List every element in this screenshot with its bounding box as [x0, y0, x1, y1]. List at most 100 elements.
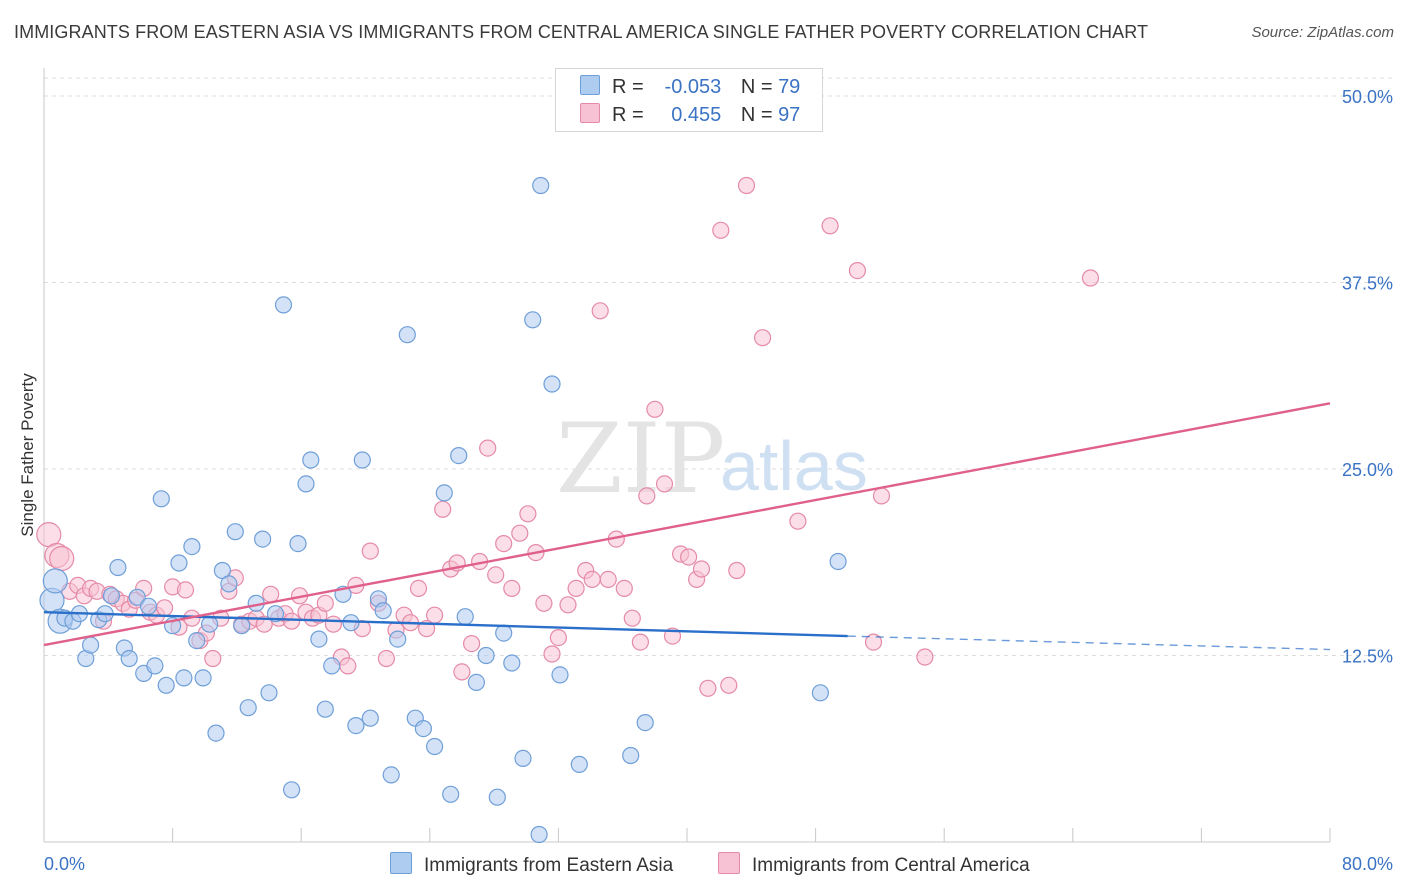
- point-pink-100: [916, 648, 934, 666]
- point-pink-96: [821, 217, 839, 235]
- point-pink-93: [737, 176, 756, 195]
- point-blue-53: [389, 630, 407, 648]
- point-blue-40: [297, 475, 315, 493]
- point-blue-30: [226, 523, 244, 541]
- point-pink-97: [848, 262, 867, 280]
- point-blue-62: [467, 673, 485, 692]
- point-pink-40: [316, 594, 334, 612]
- point-blue-25: [194, 669, 212, 687]
- legend-pink-n-value: 97: [778, 104, 801, 126]
- point-pink-48: [377, 649, 395, 668]
- point-blue-44: [323, 657, 341, 675]
- point-blue-13: [120, 649, 138, 668]
- legend-swatch-pink: [580, 103, 600, 123]
- point-blue-23: [183, 537, 201, 556]
- legend-blue-n-value: 79: [778, 76, 801, 98]
- point-pink-65: [511, 524, 529, 542]
- point-blue-31: [233, 617, 251, 635]
- point-pink-69: [543, 645, 561, 663]
- watermark-atlas: atlas: [720, 427, 868, 505]
- point-blue-17: [146, 657, 164, 675]
- point-blue-66: [503, 654, 521, 672]
- point-blue-60: [450, 447, 468, 465]
- point-blue-32: [239, 699, 257, 717]
- series-central-america: [36, 176, 1100, 697]
- point-pink-90: [712, 221, 730, 239]
- point-pink-54: [426, 606, 444, 624]
- point-pink-24: [204, 649, 222, 668]
- point-blue-38: [283, 781, 301, 799]
- axes: [43, 68, 1331, 843]
- point-blue-29: [220, 575, 238, 593]
- point-blue-39: [289, 534, 307, 553]
- point-blue-27: [207, 724, 225, 742]
- point-blue-54: [398, 326, 416, 344]
- point-blue-36: [266, 605, 285, 623]
- point-blue-75: [636, 713, 654, 732]
- point-blue-69: [532, 176, 550, 195]
- point-pink-86: [679, 548, 698, 566]
- point-blue-47: [347, 716, 365, 735]
- point-blue-1: [42, 568, 68, 594]
- point-pink-79: [623, 609, 641, 627]
- point-blue-35: [260, 684, 278, 702]
- bottom-legend-pink-label: Immigrants from Central America: [752, 855, 1030, 876]
- point-pink-63: [495, 534, 513, 553]
- point-blue-58: [435, 484, 453, 502]
- point-blue-14: [128, 588, 146, 606]
- point-blue-34: [254, 530, 272, 548]
- point-pink-66: [519, 505, 537, 523]
- point-pink-94: [753, 329, 772, 347]
- axis-labels: 12.5% 25.0% 37.5% 50.0% 0.0% 80.0% Single Fath…: [18, 87, 1393, 874]
- point-blue-74: [622, 746, 640, 765]
- x-tick-label-max: 80.0%: [1342, 854, 1393, 874]
- y-tick-label: 50.0%: [1342, 87, 1393, 107]
- grid-lines: [44, 77, 1392, 656]
- point-blue-18: [152, 490, 170, 508]
- point-blue-43: [316, 700, 334, 718]
- point-blue-51: [374, 602, 392, 620]
- y-tick-label: 12.5%: [1342, 647, 1393, 667]
- point-blue-26: [201, 615, 219, 633]
- point-pink-76: [599, 570, 617, 589]
- y-axis-title: Single Father Poverty: [18, 373, 37, 537]
- point-pink-55: [434, 500, 452, 518]
- point-pink-61: [479, 439, 497, 457]
- point-pink-59: [463, 634, 481, 653]
- point-blue-64: [488, 788, 506, 806]
- point-pink-2: [49, 545, 75, 572]
- point-blue-70: [530, 825, 548, 844]
- point-pink-82: [646, 400, 664, 418]
- point-pink-91: [720, 676, 738, 694]
- point-blue-65: [495, 624, 513, 642]
- legend-blue-n-label: N =: [740, 76, 773, 98]
- legend-pink-r-label: R =: [612, 104, 644, 126]
- point-pink-31: [255, 615, 273, 633]
- point-pink-46: [361, 542, 379, 560]
- trend-line-blue-extension: [847, 635, 1331, 651]
- point-pink-75: [591, 302, 609, 320]
- y-tick-label: 25.0%: [1342, 460, 1393, 480]
- point-blue-48: [353, 451, 371, 469]
- trend-line-pink: [43, 402, 1331, 647]
- point-pink-62: [487, 566, 505, 584]
- point-pink-32: [262, 585, 280, 603]
- point-blue-63: [477, 646, 495, 665]
- trend-line-blue: [43, 611, 848, 638]
- point-pink-95: [789, 512, 807, 530]
- legend-blue-r-label: R =: [612, 76, 644, 98]
- point-blue-41: [302, 451, 320, 469]
- point-pink-52: [409, 579, 428, 598]
- point-pink-99: [872, 487, 891, 505]
- point-blue-19: [157, 676, 175, 694]
- point-pink-92: [728, 561, 746, 580]
- legend-pink-n-label: N =: [740, 104, 773, 126]
- point-pink-88: [692, 560, 711, 578]
- bottom-legend-blue-label: Immigrants from Eastern Asia: [424, 855, 674, 876]
- stats-legend: R = -0.053 N = 79 R = 0.455 N = 97: [555, 68, 823, 132]
- trend-lines: [43, 402, 1331, 651]
- point-pink-101: [1081, 269, 1100, 287]
- chart-title: IMMIGRANTS FROM EASTERN ASIA VS IMMIGRAN…: [14, 22, 1149, 42]
- x-tick-label-min: 0.0%: [44, 854, 85, 874]
